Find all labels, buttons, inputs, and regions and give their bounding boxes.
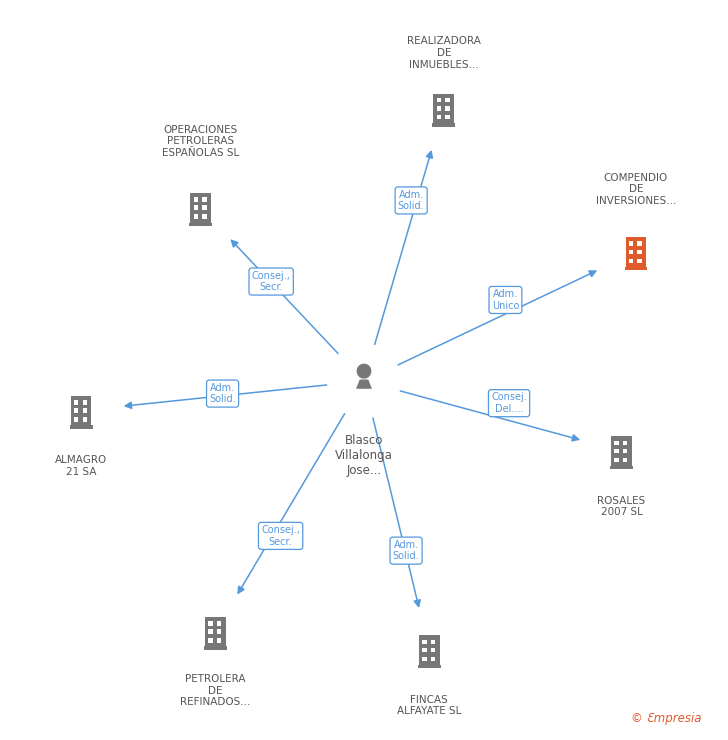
Bar [189,223,212,226]
Bar [82,408,87,413]
Bar [194,206,198,210]
Bar [431,656,435,662]
Bar [422,639,427,645]
Bar [82,400,87,405]
Text: Consej.,
Secr.: Consej., Secr. [261,525,300,547]
Bar [431,639,435,645]
Bar [638,249,642,255]
Bar [446,115,450,119]
Bar [74,400,79,405]
Bar [625,238,646,266]
Bar [629,258,633,263]
Bar [204,647,226,650]
Bar [446,98,450,102]
Bar [74,417,79,422]
Bar [217,629,221,634]
Bar [629,241,633,246]
Bar [638,258,642,263]
Text: COMPENDIO
DE
INVERSIONES...: COMPENDIO DE INVERSIONES... [596,172,676,206]
Bar [437,115,441,119]
Bar [194,198,198,202]
Text: Adm.
Solid.: Adm. Solid. [392,539,419,562]
Bar [208,621,213,626]
Text: Adm.
Unico: Adm. Unico [491,289,519,311]
Bar [437,106,441,111]
Bar [419,636,440,665]
Bar [217,621,221,626]
Polygon shape [356,380,372,388]
Bar [623,457,628,462]
Bar [208,638,213,643]
Text: Blasco
Villalonga
Jose...: Blasco Villalonga Jose... [335,434,393,477]
Text: © Ɛmpresia: © Ɛmpresia [630,713,701,725]
Bar [202,198,207,202]
Text: ALMAGRO
21 SA: ALMAGRO 21 SA [55,455,107,477]
Text: OPERACIONES
PETROLERAS
ESPAÑOLAS SL: OPERACIONES PETROLERAS ESPAÑOLAS SL [162,125,240,158]
Bar [610,465,633,469]
Bar [611,437,632,465]
Bar [208,629,213,634]
Text: FINCAS
ALFAYATE SL: FINCAS ALFAYATE SL [397,695,462,716]
Bar [446,106,450,111]
Bar [629,249,633,255]
Text: Consej.,
Secr.: Consej., Secr. [252,271,290,292]
Bar [71,396,92,426]
Bar [623,448,628,454]
Bar [625,266,647,270]
Bar [74,408,79,413]
Bar [623,440,628,445]
Bar [194,215,198,219]
Bar [614,457,619,462]
Bar [70,425,92,428]
Bar [422,648,427,653]
Bar [433,93,454,123]
Bar [422,656,427,662]
Text: ROSALES
2007 SL: ROSALES 2007 SL [598,496,646,517]
Bar [205,617,226,647]
Bar [437,98,441,102]
Bar [614,440,619,445]
Text: PETROLERA
DE
REFINADOS...: PETROLERA DE REFINADOS... [180,674,250,707]
Bar [191,193,211,223]
Bar [432,123,455,127]
Bar [202,206,207,210]
Bar [418,665,440,668]
Bar [614,448,619,454]
Text: Adm.
Solid.: Adm. Solid. [209,383,236,404]
Text: REALIZADORA
DE
INMUEBLES...: REALIZADORA DE INMUEBLES... [407,36,480,70]
Text: Consej.
Del....: Consej. Del.... [491,392,527,414]
Bar [638,241,642,246]
Bar [82,417,87,422]
Bar [431,648,435,653]
Bar [217,638,221,643]
Text: Adm.
Solid.: Adm. Solid. [397,189,424,211]
Bar [202,215,207,219]
Circle shape [357,364,371,378]
